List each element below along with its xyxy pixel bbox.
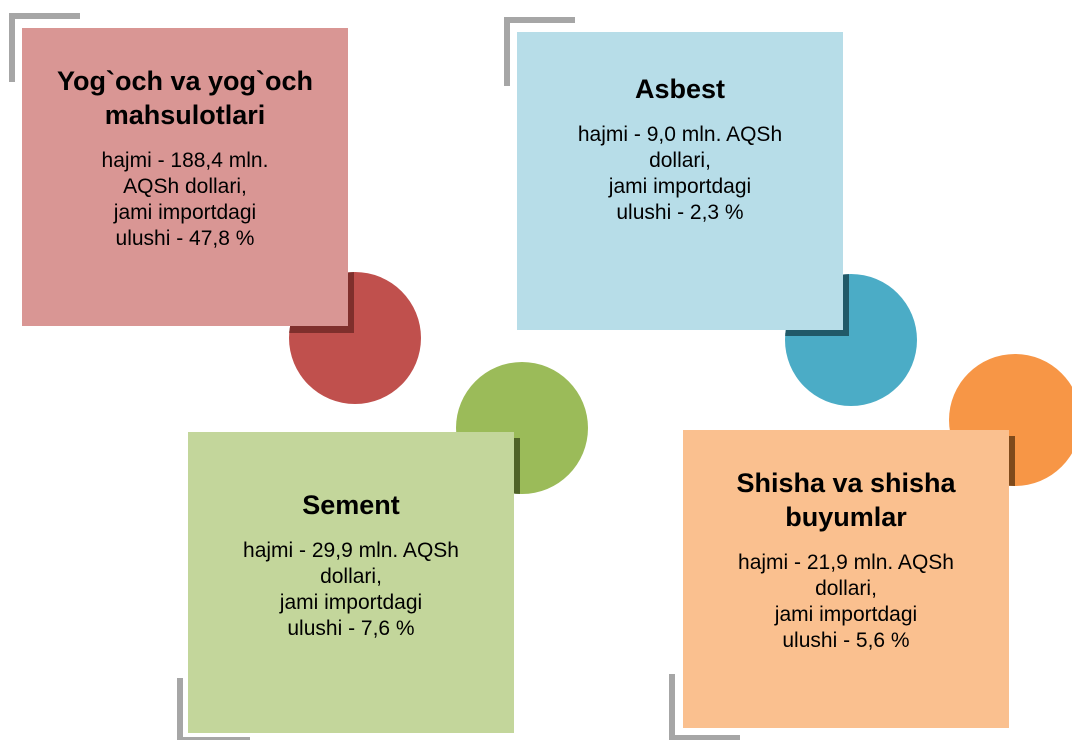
card-line: ulushi - 7,6 % [287,617,415,640]
card: Sement hajmi - 29,9 mln. AQSh dollari, j… [188,432,514,733]
card-line: ulushi - 47,8 % [115,227,255,250]
card-line: ulushi - 5,6 % [782,629,910,652]
card-line: jami importdagi [608,175,752,198]
brackets [9,13,740,740]
card-title: Shisha va shisha buyumlar [736,468,956,532]
card-title: Asbest [634,74,726,104]
card-line: jami importdagi [774,603,918,626]
card-line: dollari, [649,149,711,172]
card-line: dollari, [320,565,382,588]
card-line: AQSh dollari, [123,175,247,198]
card-line: dollari, [815,577,877,600]
card-line: hajmi - 9,0 mln. AQSh [577,123,783,146]
card: Shisha va shisha buyumlar hajmi - 21,9 m… [683,430,1009,728]
card-line: hajmi - 188,4 mln. [101,149,269,172]
card-line: hajmi - 21,9 mln. AQSh [738,551,954,574]
card-line: jami importdagi [279,591,423,614]
card-line: hajmi - 29,9 mln. AQSh [243,539,459,562]
card: Yog`och va yog`och mahsulotlari hajmi - … [22,28,348,326]
card-title: Yog`och va yog`och mahsulotlari [56,66,313,130]
card-title: Sement [302,490,400,520]
card-line: ulushi - 2,3 % [616,201,744,224]
card-line: jami importdagi [113,201,257,224]
card: Asbest hajmi - 9,0 mln. AQSh dollari, ja… [517,32,843,330]
